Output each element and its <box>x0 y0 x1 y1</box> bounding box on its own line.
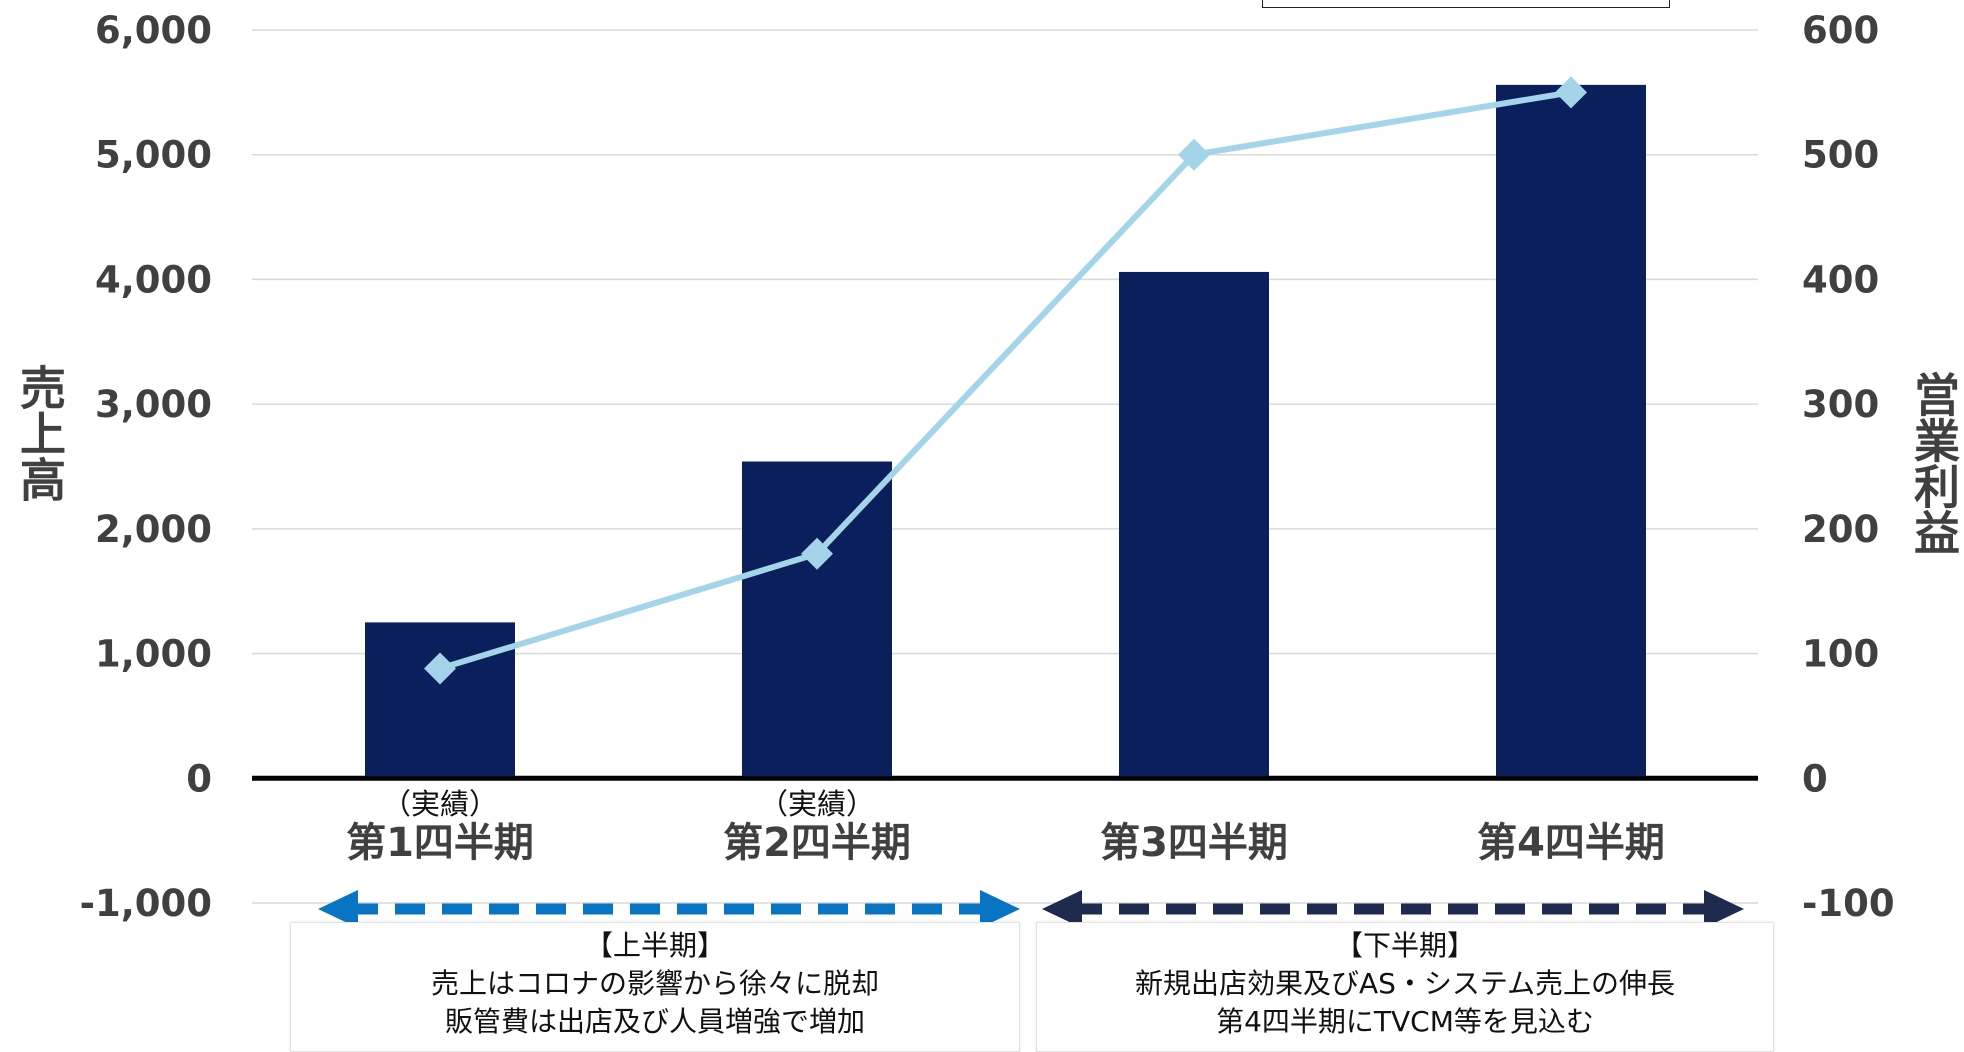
line-marker <box>424 652 456 685</box>
y-tick-label: 5,000 <box>95 134 212 177</box>
period-box-first-half: 【上半期】 売上はコロナの影響から徐々に脱却 販管費は出店及び人員増強で増加 <box>290 922 1020 1052</box>
y2-tick-label: 0 <box>1802 757 1828 800</box>
bar <box>1119 271 1269 777</box>
category-label: 第2四半期 <box>723 820 911 866</box>
y2-tick-label: 400 <box>1802 258 1879 301</box>
period-title: 【上半期】 <box>584 929 725 962</box>
operating-profit-line <box>439 89 1572 672</box>
period-title: 【下半期】 <box>1334 929 1475 962</box>
first-half-arrow-head-left <box>318 890 358 928</box>
y-tick-label: 2,000 <box>95 508 212 551</box>
y-tick-label: 0 <box>186 757 212 800</box>
category-note: （実績） <box>382 787 498 821</box>
period-box-second-half: 【下半期】 新規出店効果及びAS・システム売上の伸長 第4四半期にTVCM等を見… <box>1036 922 1774 1052</box>
period-line: 販管費は出店及び人員増強で増加 <box>444 1005 865 1038</box>
line-marker <box>1178 138 1210 171</box>
y2-tick-label: 200 <box>1802 508 1879 551</box>
line-marker <box>801 537 833 570</box>
first-half-arrow-head-right <box>980 890 1020 928</box>
category-label: 第3四半期 <box>1100 820 1288 866</box>
y2-tick-label: 300 <box>1802 383 1879 426</box>
y-tick-label: -1,000 <box>80 882 212 925</box>
y-tick-label: 1,000 <box>95 633 212 676</box>
y-tick-label: 4,000 <box>95 258 212 301</box>
period-line: 第4四半期にTVCM等を見込む <box>1216 1005 1594 1038</box>
line-marker <box>1555 76 1587 109</box>
bar <box>1496 84 1646 777</box>
y-tick-label: 6,000 <box>95 9 212 52</box>
y2-tick-label: 100 <box>1802 633 1879 676</box>
bar <box>742 461 892 777</box>
y2-tick-label: 500 <box>1802 134 1879 177</box>
bar <box>365 622 515 777</box>
category-note: （実績） <box>759 787 875 821</box>
second-half-arrow-head-left <box>1042 890 1082 928</box>
y-axis-label: 売上高 <box>13 364 67 502</box>
category-label: 第4四半期 <box>1477 820 1665 866</box>
period-line: 売上はコロナの影響から徐々に脱却 <box>430 967 879 1000</box>
y2-tick-label: -100 <box>1802 882 1895 925</box>
legend-box <box>1262 0 1670 8</box>
category-label: 第1四半期 <box>346 820 534 866</box>
second-half-arrow-head-right <box>1704 890 1744 928</box>
y2-axis-label: 営業利益 <box>1907 371 1961 555</box>
y2-tick-label: 600 <box>1802 9 1879 52</box>
y-tick-label: 3,000 <box>95 383 212 426</box>
period-line: 新規出店効果及びAS・システム売上の伸長 <box>1134 967 1676 1000</box>
